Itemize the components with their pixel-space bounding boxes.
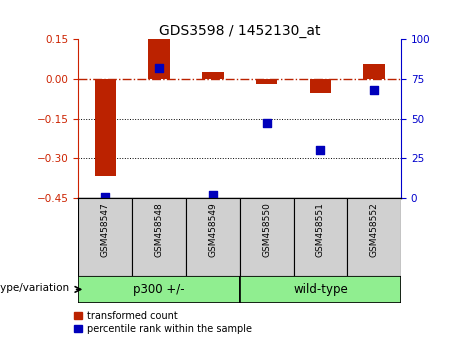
Bar: [347, 198, 401, 276]
Point: [263, 120, 270, 126]
Point: [371, 87, 378, 93]
Text: GSM458551: GSM458551: [316, 202, 325, 257]
Text: wild-type: wild-type: [293, 283, 348, 296]
Point: [155, 65, 163, 70]
Bar: [240, 276, 401, 303]
Bar: [294, 198, 347, 276]
Bar: [132, 198, 186, 276]
Text: genotype/variation: genotype/variation: [0, 282, 69, 293]
Text: GSM458548: GSM458548: [154, 202, 164, 257]
Bar: [95, 79, 116, 176]
Bar: [240, 198, 294, 276]
Bar: [310, 79, 331, 93]
Bar: [256, 79, 278, 84]
Bar: [148, 40, 170, 79]
Text: p300 +/-: p300 +/-: [133, 283, 185, 296]
Legend: transformed count, percentile rank within the sample: transformed count, percentile rank withi…: [74, 311, 252, 334]
Bar: [363, 64, 385, 79]
Text: GSM458552: GSM458552: [370, 202, 378, 257]
Point: [101, 194, 109, 200]
Text: GSM458549: GSM458549: [208, 202, 217, 257]
Point: [317, 148, 324, 153]
Bar: [78, 198, 132, 276]
Text: GSM458547: GSM458547: [101, 202, 110, 257]
Title: GDS3598 / 1452130_at: GDS3598 / 1452130_at: [159, 24, 320, 38]
Bar: [186, 198, 240, 276]
Bar: [78, 276, 240, 303]
Text: GSM458550: GSM458550: [262, 202, 271, 257]
Point: [209, 192, 217, 198]
Bar: [202, 72, 224, 79]
